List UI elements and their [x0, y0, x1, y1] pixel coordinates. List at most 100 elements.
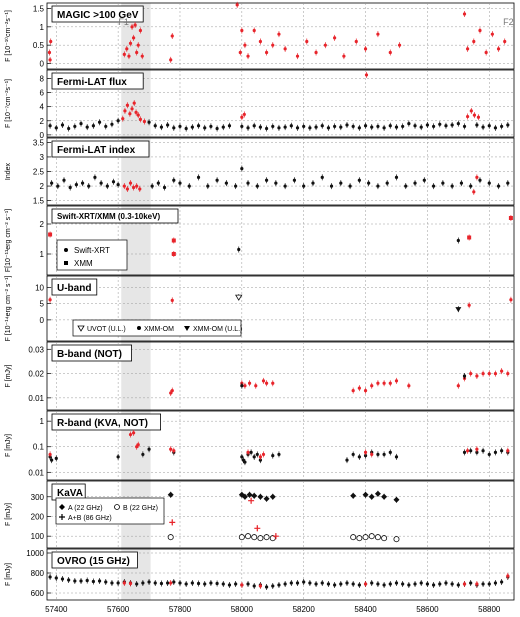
- data-point: [363, 454, 368, 458]
- panel-fermi_index: 1.5 2 2.5 3 3.5 Index Fermi-LAT index: [5, 137, 515, 206]
- data-point: [159, 125, 164, 129]
- legend-box: [56, 239, 128, 271]
- data-point: [224, 181, 228, 185]
- data-point: [125, 47, 129, 51]
- data-point: [478, 28, 482, 33]
- data-point: [385, 181, 389, 185]
- panel-title-box: [51, 5, 144, 23]
- data-point: [171, 252, 176, 256]
- panel-title: Fermi-LAT flux: [57, 77, 127, 88]
- data-point: [493, 450, 498, 455]
- y-tick-label: 10: [35, 283, 44, 292]
- data-point: [388, 450, 392, 455]
- data-point: [456, 238, 460, 243]
- panel-frame: [46, 205, 515, 276]
- data-point: [116, 119, 120, 123]
- data-point: [289, 581, 293, 585]
- data-point: [136, 443, 140, 447]
- data-point: [493, 126, 498, 130]
- data-point: [308, 581, 312, 585]
- y-axis-label: F [mJy]: [5, 503, 12, 526]
- data-point: [357, 583, 361, 587]
- data-point: [357, 386, 361, 390]
- data-point: [493, 371, 498, 376]
- data-point: [209, 124, 213, 129]
- data-point: [503, 39, 507, 44]
- data-point: [172, 178, 176, 182]
- data-point: [122, 52, 126, 56]
- data-point: [127, 54, 131, 58]
- data-point: [240, 166, 244, 171]
- panel-frame: [46, 548, 515, 601]
- data-point: [91, 124, 95, 128]
- data-point: [254, 525, 261, 532]
- data-point: [147, 120, 151, 124]
- data-point: [388, 381, 392, 385]
- panel-kava: 100 200 300 F [mJy] KaVA A (22 GHz) B (22 GHz)…: [5, 480, 515, 549]
- x-tick-label: 58800: [478, 605, 501, 614]
- data-point: [241, 493, 248, 500]
- data-point: [48, 58, 52, 62]
- data-point: [311, 181, 315, 185]
- data-point: [374, 490, 381, 497]
- data-point: [122, 581, 126, 585]
- data-point: [62, 178, 66, 182]
- x-tick-label: 58200: [293, 605, 316, 614]
- y-tick-label: 300: [31, 493, 45, 502]
- data-point: [190, 581, 194, 585]
- data-point: [252, 124, 256, 128]
- legend-marker: [59, 504, 65, 510]
- y-tick-label: 8: [40, 74, 45, 83]
- data-point: [150, 184, 154, 188]
- y-tick-label: 2: [40, 117, 45, 126]
- data-point: [245, 533, 252, 540]
- data-point: [255, 452, 259, 457]
- data-point: [509, 298, 513, 302]
- data-point: [481, 125, 485, 129]
- data-point: [407, 122, 411, 126]
- data-point: [234, 582, 238, 586]
- y-tick-label: 0.01: [28, 468, 44, 477]
- data-point: [381, 535, 388, 542]
- data-point: [342, 54, 346, 58]
- panel-title-box: [51, 140, 150, 158]
- data-point: [277, 452, 281, 457]
- data-point: [394, 455, 399, 459]
- data-point: [271, 124, 275, 129]
- y-axis-label: Index: [5, 162, 12, 180]
- data-point: [178, 181, 182, 185]
- data-point: [147, 580, 151, 584]
- data-point: [73, 124, 77, 129]
- y-tick-label: 6: [40, 89, 45, 98]
- data-point: [382, 583, 386, 587]
- data-point: [431, 583, 436, 587]
- data-point: [431, 184, 436, 188]
- data-point: [326, 126, 331, 130]
- panel-frame: [46, 480, 515, 549]
- data-point: [172, 580, 176, 584]
- data-point: [475, 175, 479, 179]
- legend-marker: [77, 325, 85, 332]
- legend-box: [55, 497, 165, 525]
- data-point: [128, 41, 133, 45]
- data-point: [130, 25, 134, 29]
- data-point: [142, 119, 147, 124]
- data-point: [159, 581, 164, 586]
- data-point: [339, 125, 343, 129]
- data-point: [246, 582, 250, 586]
- data-point: [258, 458, 262, 462]
- data-point: [128, 432, 133, 437]
- panel-title: Fermi-LAT index: [57, 145, 136, 156]
- data-point: [73, 579, 77, 583]
- data-point: [283, 125, 287, 129]
- data-point: [425, 123, 430, 127]
- data-point: [153, 124, 157, 128]
- data-point: [171, 238, 176, 243]
- data-point: [97, 120, 102, 124]
- data-point: [170, 388, 174, 393]
- data-point: [105, 184, 109, 188]
- data-point: [111, 180, 116, 184]
- y-tick-label: 0.01: [28, 394, 44, 403]
- data-point: [500, 369, 504, 373]
- data-point: [54, 126, 58, 130]
